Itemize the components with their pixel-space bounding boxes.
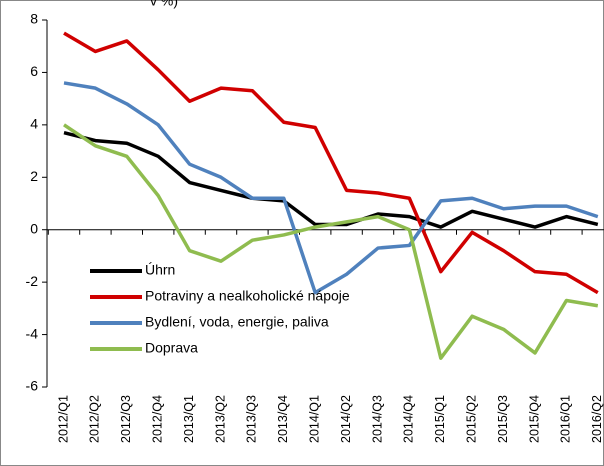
legend-label: Doprava	[145, 340, 198, 356]
x-tick-label: 2015/Q2	[464, 395, 478, 443]
x-tick-label: 2013/Q2	[213, 395, 227, 443]
series-line	[63, 81, 599, 295]
x-tick-label: 2016/Q2	[590, 395, 604, 443]
y-tick-label: 8	[30, 11, 38, 27]
x-tick-label: 2015/Q4	[527, 395, 541, 443]
y-tick-label: -6	[26, 378, 39, 394]
series-line	[63, 123, 599, 360]
x-tick-label: 2015/Q3	[496, 395, 510, 443]
x-tick-label: 2012/Q2	[88, 395, 102, 443]
x-tick-label: 2012/Q4	[150, 395, 164, 443]
x-tick-label: 2012/Q1	[56, 395, 70, 443]
legend-label: Potraviny a nealkoholické nápoje	[145, 288, 350, 304]
x-tick-label: 2014/Q2	[339, 395, 353, 443]
x-tick-label: 2015/Q1	[433, 395, 447, 443]
x-tick-label: 2014/Q4	[402, 395, 416, 443]
x-tick-label: 2016/Q1	[559, 395, 573, 443]
y-tick-label: 0	[30, 220, 38, 236]
legend-label: Bydlení, voda, energie, paliva	[145, 314, 329, 330]
y-tick-label: -2	[26, 273, 39, 289]
x-tick-label: 2013/Q4	[276, 395, 290, 443]
x-tick-label: 2014/Q3	[370, 395, 384, 443]
chart-title: v %)	[150, 0, 178, 9]
series-line	[63, 31, 599, 295]
y-tick-label: 2	[30, 168, 38, 184]
y-tick-label: -4	[26, 325, 39, 341]
x-tick-label: 2013/Q1	[182, 395, 196, 443]
y-tick-label: 6	[30, 63, 38, 79]
legend-label: Úhrn	[145, 262, 175, 278]
x-tick-label: 2013/Q3	[245, 395, 259, 443]
x-tick-label: 2014/Q1	[307, 395, 321, 443]
x-tick-label: 2012/Q3	[119, 395, 133, 443]
y-tick-label: 4	[30, 116, 38, 132]
